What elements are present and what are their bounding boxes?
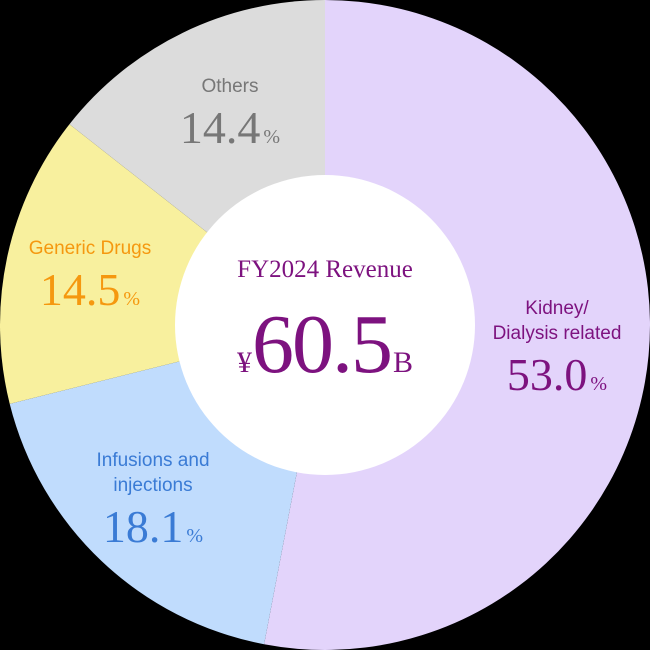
infusions-name-line2: injections: [113, 475, 193, 496]
others-number: 14.4: [179, 102, 261, 153]
infusions-value: 18.1%: [96, 502, 209, 561]
kidney-pct: %: [590, 373, 608, 395]
label-generic: Generic Drugs 14.5%: [29, 236, 152, 324]
kidney-value: 53.0%: [493, 350, 622, 409]
infusions-pct: %: [186, 525, 204, 547]
others-name: Others: [201, 76, 259, 97]
currency-symbol: ¥: [236, 346, 252, 379]
infusions-number: 18.1: [102, 501, 184, 552]
generic-number: 14.5: [39, 264, 121, 315]
kidney-name-line2: Dialysis related: [492, 323, 622, 344]
others-pct: %: [263, 126, 281, 148]
kidney-number: 53.0: [506, 349, 588, 400]
center-title: FY2024 Revenue: [237, 256, 413, 283]
infusions-name-line1: Infusions and: [96, 450, 210, 471]
donut-hole: [175, 175, 475, 475]
label-kidney: Kidney/ Dialysis related 53.0%: [493, 296, 622, 409]
generic-name: Generic Drugs: [28, 238, 152, 259]
total-unit: B: [392, 346, 414, 379]
label-others: Others 14.4%: [180, 74, 280, 162]
total-number: 60.5: [251, 298, 393, 391]
center-total: ¥60.5B: [237, 300, 413, 390]
generic-value: 14.5%: [29, 265, 152, 324]
kidney-name-line1: Kidney/: [525, 298, 589, 319]
generic-pct: %: [123, 288, 141, 310]
label-infusions: Infusions and injections 18.1%: [96, 448, 209, 561]
others-value: 14.4%: [180, 103, 280, 162]
